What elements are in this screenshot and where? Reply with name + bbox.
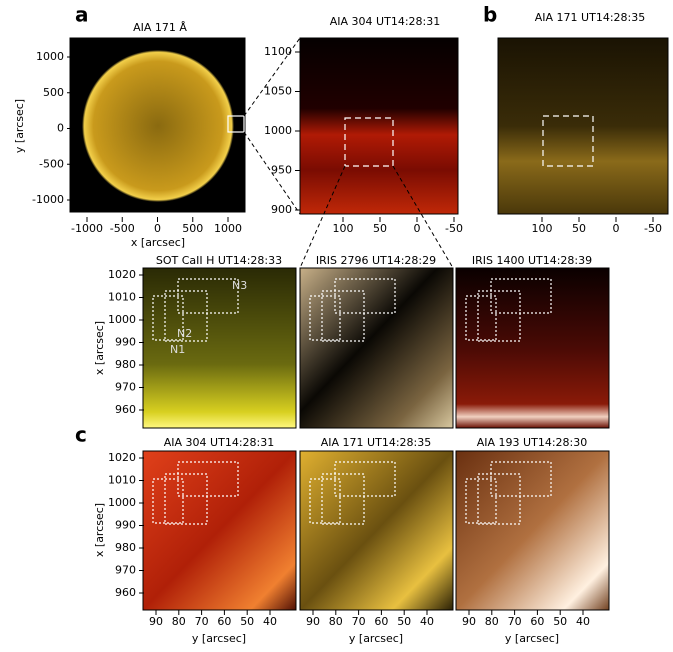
image-panel [143,451,296,610]
x-tick-label: 80 [329,615,343,628]
y-tick-label: 1010 [108,474,136,487]
x-tick-label: 50 [397,615,411,628]
region-label: N1 [170,343,185,356]
y-tick-label: 0 [57,122,64,135]
x-tick-label: 50 [240,615,254,628]
y-tick-label: 1020 [108,451,136,464]
y-tick-label: 1050 [264,85,292,98]
y-tick-label: 1000 [108,313,136,326]
x-axis-label: y [arcsec] [505,632,559,645]
x-tick-label: 0 [154,222,161,235]
x-tick-label: 40 [420,615,434,628]
y-tick-label: 980 [115,541,136,554]
solar-disk [82,50,234,202]
y-tick-label: 1000 [264,124,292,137]
panel-title: IRIS 2796 UT14:28:29 [316,254,436,267]
image-panel [300,451,453,610]
x-tick-label: 90 [462,615,476,628]
y-axis-label: x [arcsec] [93,321,106,375]
x-tick-label: -50 [445,222,463,235]
panel-title: AIA 171 UT14:28:35 [535,11,645,24]
panel-title: AIA 171 Å [133,21,187,34]
x-tick-label: 50 [572,222,586,235]
x-tick-label: 80 [485,615,499,628]
y-tick-label: 1000 [108,496,136,509]
image-panel [456,451,609,610]
y-tick-label: 960 [115,586,136,599]
figure: abcAIA 171 Å10005000-500-1000-1000-50005… [0,0,673,648]
x-tick-label: 60 [530,615,544,628]
panel-title: AIA 304 UT14:28:31 [330,15,440,28]
image-panel [498,38,668,214]
panel-letter: b [483,3,497,27]
x-axis-label: x [arcsec] [131,236,185,249]
y-tick-label: 1100 [264,45,292,58]
x-tick-label: 60 [217,615,231,628]
x-tick-label: -50 [644,222,662,235]
y-tick-label: 1020 [108,268,136,281]
region-label: N2 [177,327,192,340]
y-axis-label: x [arcsec] [93,503,106,557]
panel-title: IRIS 1400 UT14:28:39 [472,254,592,267]
y-tick-label: -1000 [32,193,64,206]
x-tick-label: 0 [613,222,620,235]
panel-letter: a [75,3,89,27]
y-tick-label: 900 [271,203,292,216]
y-tick-label: 970 [115,564,136,577]
image-panel [300,268,453,428]
panel-title: AIA 193 UT14:28:30 [477,436,587,449]
image-panel [300,38,458,214]
x-tick-label: 70 [352,615,366,628]
x-axis-label: y [arcsec] [192,632,246,645]
region-label: N3 [232,279,247,292]
x-tick-label: 70 [508,615,522,628]
y-axis-label: y [arcsec] [13,99,26,153]
x-tick-label: 50 [373,222,387,235]
y-tick-label: 500 [43,86,64,99]
y-tick-label: 990 [115,336,136,349]
panel-title: SOT CaII H UT14:28:33 [156,254,282,267]
x-tick-label: 100 [333,222,354,235]
x-tick-label: 100 [532,222,553,235]
y-tick-label: 950 [271,164,292,177]
x-tick-label: 40 [576,615,590,628]
panel-title: AIA 304 UT14:28:31 [164,436,274,449]
y-tick-label: 1010 [108,291,136,304]
y-tick-label: 970 [115,381,136,394]
x-tick-label: 500 [182,222,203,235]
x-tick-label: 50 [553,615,567,628]
x-tick-label: 90 [306,615,320,628]
x-tick-label: 60 [374,615,388,628]
x-tick-label: -500 [110,222,135,235]
x-tick-label: -1000 [71,222,103,235]
image-panel [456,268,609,428]
x-tick-label: 80 [172,615,186,628]
y-tick-label: 960 [115,403,136,416]
x-tick-label: 1000 [214,222,242,235]
y-tick-label: 990 [115,519,136,532]
x-tick-label: 90 [149,615,163,628]
x-tick-label: 0 [414,222,421,235]
image-panel [143,268,296,428]
panel-title: AIA 171 UT14:28:35 [321,436,431,449]
x-tick-label: 70 [195,615,209,628]
x-tick-label: 40 [263,615,277,628]
y-tick-label: -500 [39,157,64,170]
y-tick-label: 980 [115,358,136,371]
panel-letter: c [75,423,87,447]
x-axis-label: y [arcsec] [349,632,403,645]
y-tick-label: 1000 [36,50,64,63]
